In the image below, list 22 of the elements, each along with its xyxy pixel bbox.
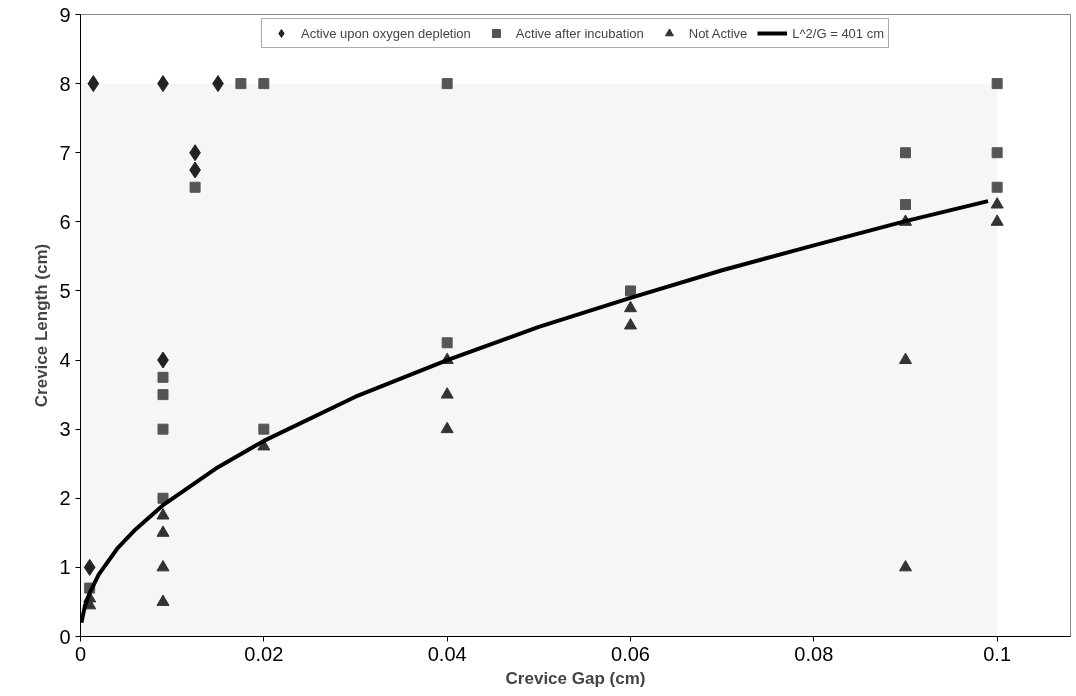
x-tick-label: 0.08 <box>794 642 834 665</box>
legend-label: Active upon oxygen depletion <box>300 25 471 41</box>
y-tick-label: 7 <box>59 141 71 164</box>
y-tick-label: 6 <box>59 210 71 233</box>
x-axis-title: Crevice Gap (cm) <box>505 668 646 688</box>
x-tick-label: 0.1 <box>983 642 1012 665</box>
y-tick-label: 5 <box>59 279 71 302</box>
legend-label: L^2/G = 401 cm <box>792 25 885 41</box>
legend-label: Not Active <box>688 25 748 41</box>
legend-label: Active after incubation <box>515 25 644 41</box>
x-tick-label: 0.06 <box>611 642 650 665</box>
x-tick-label: 0.02 <box>244 642 284 665</box>
y-tick-label: 0 <box>59 625 71 648</box>
y-tick-label: 3 <box>59 418 71 441</box>
y-tick-label: 9 <box>59 3 71 26</box>
y-tick-label: 1 <box>59 556 71 579</box>
y-axis-title: Crevice Length (cm) <box>32 243 52 408</box>
x-tick-label: 0 <box>74 642 87 665</box>
y-tick-label: 4 <box>59 349 71 372</box>
x-tick-label: 0.04 <box>427 642 467 665</box>
y-tick-label: 8 <box>59 72 71 95</box>
y-tick-label: 2 <box>59 487 71 510</box>
